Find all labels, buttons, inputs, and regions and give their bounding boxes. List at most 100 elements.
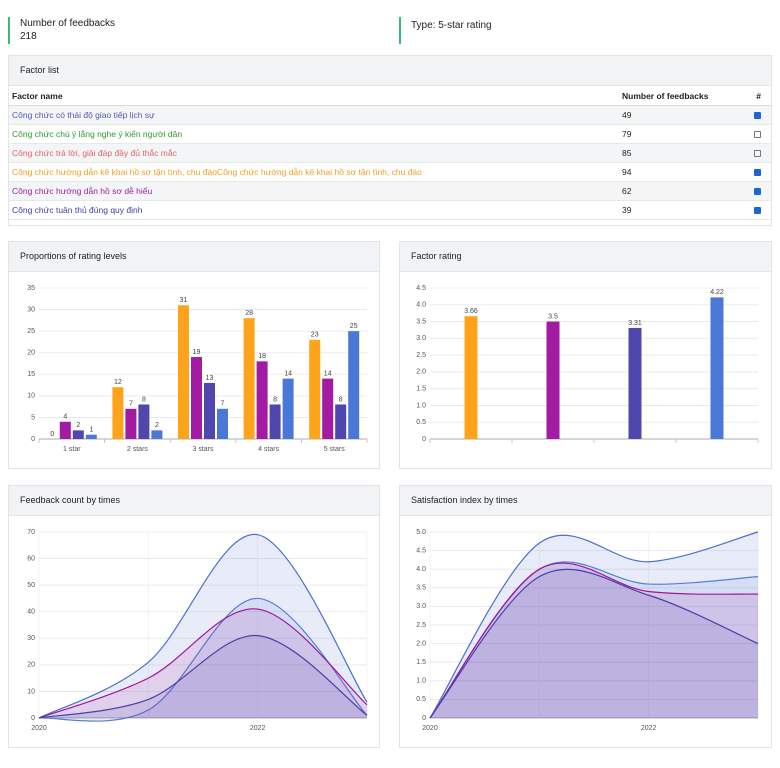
x-tick-label: 2020 [422, 725, 438, 732]
y-tick-label: 70 [27, 529, 35, 536]
factor-count: 79 [619, 124, 744, 144]
y-tick-label: 4.5 [416, 285, 426, 292]
value-label: 7 [129, 401, 133, 408]
card-title: Factor rating [400, 242, 771, 272]
factor-count: 94 [619, 162, 744, 182]
y-tick-label: 40 [27, 609, 35, 616]
value-label: 3.31 [628, 320, 642, 327]
check-cell [743, 124, 771, 144]
value-label: 3.66 [464, 308, 478, 315]
y-tick-label: 3.5 [416, 318, 426, 325]
bar [85, 434, 97, 439]
factor-count: 85 [619, 143, 744, 163]
chart-card: Feedback count by times 0 10 20 30 40 50 60 70 2… [8, 485, 380, 748]
chart: 0 0.5 1.0 1.5 2.0 2.5 3.0 3.5 4.0 4.5 3.66 3.5 3.31 4… [416, 285, 759, 443]
x-tick-label: 2 stars [127, 446, 149, 453]
area [430, 532, 758, 718]
check-cell [743, 143, 771, 163]
checkbox[interactable] [754, 207, 761, 215]
bar [269, 404, 281, 439]
y-tick-label: 50 [27, 582, 35, 589]
value-label: 4 [63, 414, 67, 421]
table-row: Công chức trả lời, giải đáp đầy đủ thắc … [9, 143, 771, 163]
checkbox[interactable] [754, 188, 761, 196]
area [39, 608, 367, 718]
bar [322, 378, 334, 439]
stat-value: 218 [20, 31, 37, 42]
value-label: 14 [324, 370, 332, 377]
y-tick-label: 3.5 [416, 585, 426, 592]
card-title: Feedback count by times [9, 486, 379, 516]
y-tick-label: 1.0 [416, 402, 426, 409]
y-tick-label: 4.5 [416, 547, 426, 554]
card-title: Satisfaction index by times [400, 486, 771, 516]
table-row: Công chức hướng dẫn kê khai hồ sơ tận tì… [9, 162, 771, 182]
line [429, 568, 759, 719]
bar [628, 327, 642, 439]
checkbox[interactable] [754, 150, 761, 158]
line [38, 597, 368, 722]
bar [464, 316, 478, 439]
value-label: 28 [245, 310, 253, 317]
value-label: 8 [273, 396, 277, 403]
y-tick-label: 3.0 [416, 603, 426, 610]
factor-name: Công chức chú ý lắng nghe ý kiến người d… [9, 124, 619, 144]
checkbox[interactable] [754, 131, 761, 139]
y-tick-label: 20 [27, 662, 35, 669]
area [39, 534, 367, 718]
value-label: 14 [284, 370, 292, 377]
stat-label: Number of feedbacks [20, 18, 116, 29]
factor-card: Factor list Factor name Number of feedba… [8, 55, 772, 226]
chart: 0 0.5 1.0 1.5 2.0 2.5 3.0 3.5 4.0 4.5 5.0 2020 2022 [416, 529, 759, 732]
y-tick-label: 60 [27, 555, 35, 562]
bar [243, 318, 255, 439]
y-tick-label: 2.0 [416, 640, 426, 647]
bar [178, 305, 189, 439]
bar [282, 378, 294, 439]
bar [335, 404, 347, 439]
bar [217, 408, 228, 439]
y-tick-label: 5 [31, 414, 35, 421]
factor-name: Công chức trả lời, giải đáp đầy đủ thắc … [9, 143, 619, 163]
y-tick-label: 1.5 [416, 659, 426, 666]
stat-label: Type: 5-star rating [411, 20, 492, 31]
value-label: 25 [350, 323, 358, 330]
line [429, 531, 759, 719]
checkbox[interactable] [754, 169, 761, 177]
bar [710, 297, 724, 439]
bar [72, 430, 84, 439]
y-tick-label: 0 [422, 436, 426, 443]
y-tick-label: 1.0 [416, 678, 426, 685]
table-row: Công chức tuân thủ đúng quy định 39 [9, 200, 771, 220]
x-tick-label: 2022 [641, 725, 657, 732]
card-title: Proportions of rating levels [9, 242, 379, 272]
y-tick-label: 2.0 [416, 369, 426, 376]
column-header: Factor name [9, 86, 619, 106]
factor-table: Factor name Number of feedbacks # Công c… [9, 86, 771, 220]
y-tick-label: 2.5 [416, 622, 426, 629]
x-tick-label: 2022 [250, 725, 266, 732]
y-tick-label: 5.0 [416, 529, 426, 536]
factor-count: 39 [619, 200, 744, 220]
y-tick-label: 0 [31, 715, 35, 722]
value-label: 2 [155, 422, 159, 429]
value-label: 2 [76, 422, 80, 429]
bar [348, 331, 360, 439]
bar [138, 404, 150, 439]
bar [204, 382, 215, 439]
line [429, 562, 759, 719]
y-tick-label: 0.5 [416, 419, 426, 426]
factor-count: 62 [619, 181, 744, 201]
chart-card: Proportions of rating levels 0 5 10 15 20 25 3… [8, 241, 380, 469]
checkbox[interactable] [754, 112, 761, 120]
check-cell [743, 162, 771, 182]
x-tick-label: 1 star [63, 446, 81, 453]
y-tick-label: 20 [27, 350, 35, 357]
area [430, 569, 758, 718]
bar [256, 361, 268, 439]
table-row: Công chức chú ý lắng nghe ý kiến người d… [9, 124, 771, 144]
chart: 0 10 20 30 40 50 60 70 2020 2022 [27, 529, 368, 732]
card-title: Factor list [9, 56, 771, 86]
y-tick-label: 25 [27, 328, 35, 335]
